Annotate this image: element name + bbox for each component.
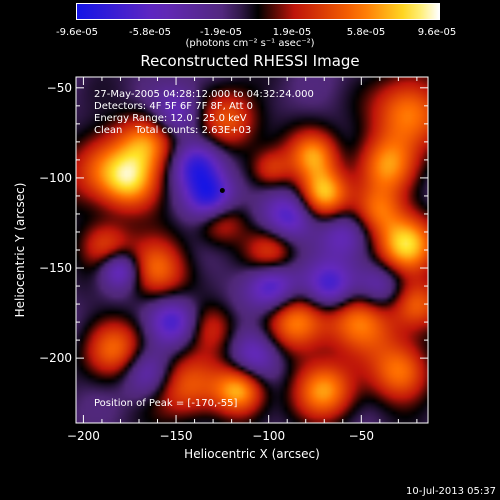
y-tick-label: −50 [47,81,72,95]
annotation-energy: Energy Range: 12.0 - 25.0 keV [94,113,247,124]
annotation-time-range: 27-May-2005 04:28:12.000 to 04:32:24.000 [94,89,314,100]
colorbar-tick-label: -9.6e-05 [56,27,98,38]
annotation-detectors: Detectors: 4F 5F 6F 7F 8F, Att 0 [94,101,254,112]
y-axis-label: Heliocentric Y (arcsec) [13,183,27,318]
y-tick-label: −200 [39,351,72,365]
colorbar-tick-label: -1.9e-05 [200,27,242,38]
x-tick-label: −100 [252,429,285,443]
annotation-clean: Clean Total counts: 2.63E+03 [94,125,252,136]
y-tick-label: −150 [39,261,72,275]
x-tick-label: −150 [160,429,193,443]
x-tick-label: −200 [67,429,100,443]
minimum-marker [219,188,225,194]
colorbar-tick-label: 9.6e-05 [417,27,457,38]
timestamp: 10-Jul-2013 05:37 [405,486,496,497]
chart-title: Reconstructed RHESSI Image [140,52,360,70]
y-tick-label: −100 [39,171,72,185]
colorbar [76,3,440,20]
x-tick-label: −50 [349,429,374,443]
colorbar-tick-label: -5.8e-05 [129,27,171,38]
colorbar-tick-label: 5.8e-05 [346,27,386,38]
annotation-peak: Position of Peak = [-170,-55] [94,398,238,409]
heatmap-image [76,77,428,423]
colorbar-tick-label: 1.9e-05 [272,27,312,38]
colorbar-units: (photons cm⁻² s⁻¹ asec⁻²) [185,38,315,49]
x-axis-label: Heliocentric X (arcsec) [184,447,320,461]
axis-ticks: −200 −150 −100 −50 −200 −150 −100 −50 [39,77,428,443]
